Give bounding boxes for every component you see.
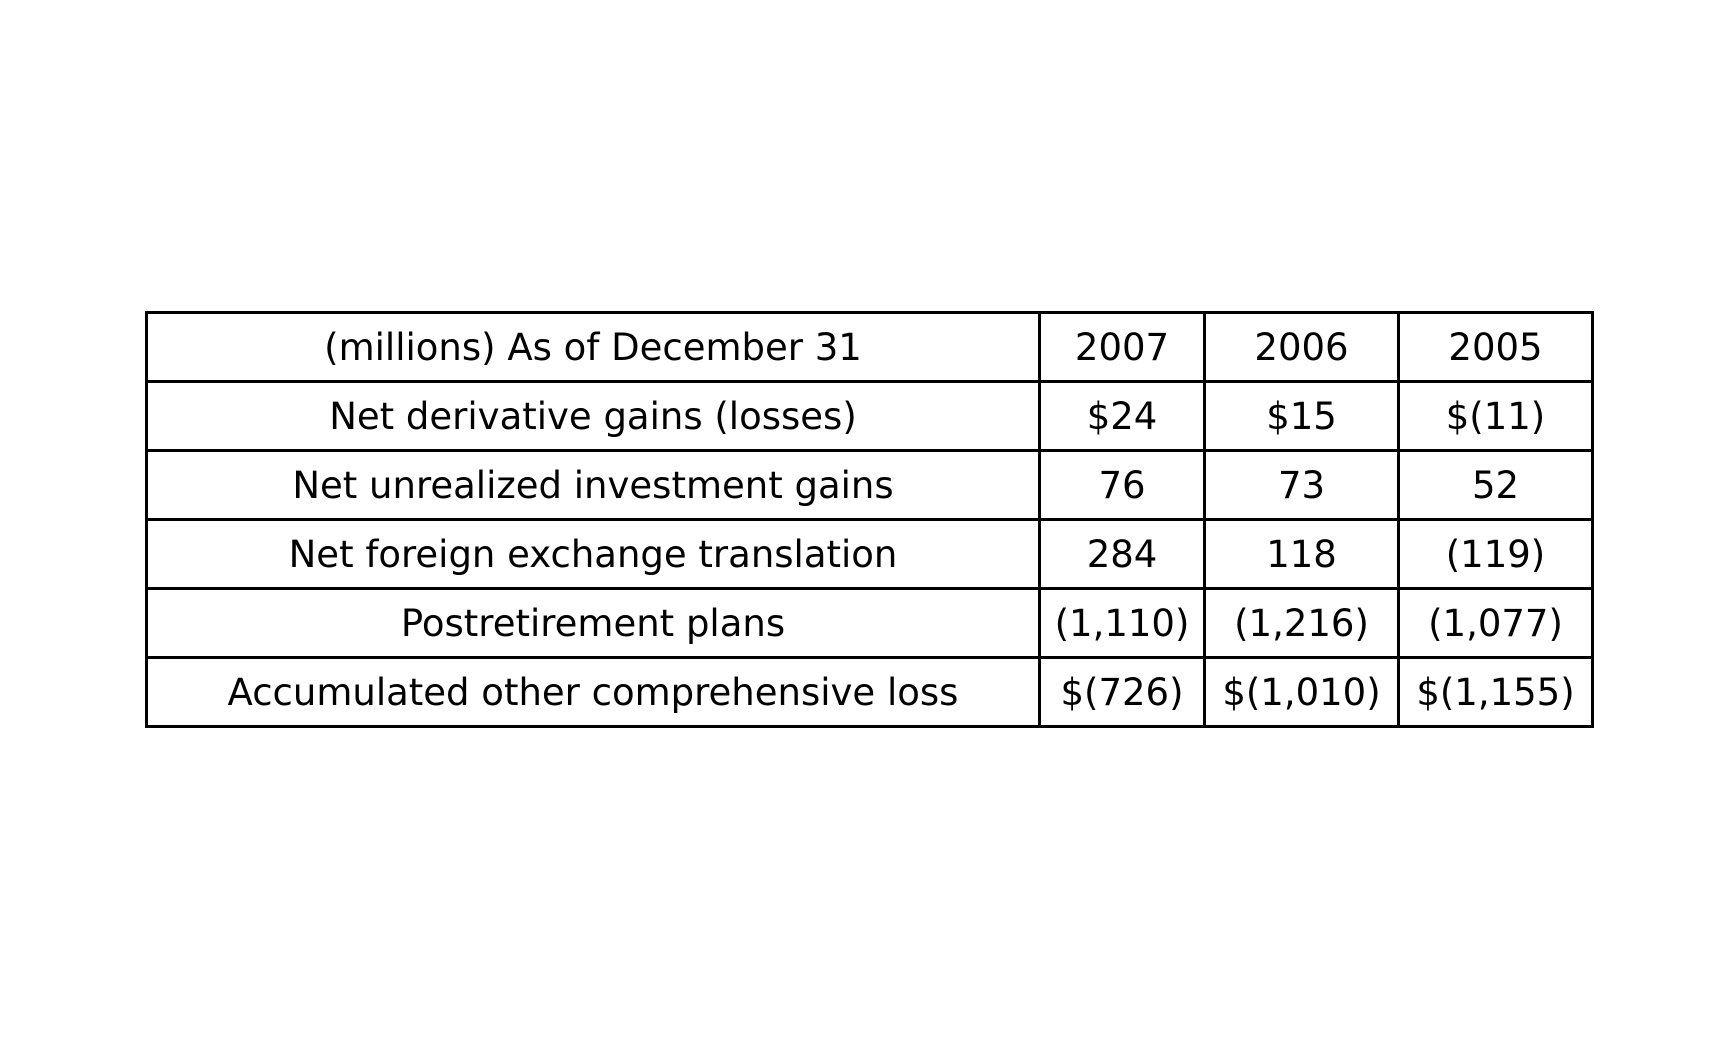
header-label-cell: (millions) As of December 31: [145, 311, 1041, 383]
table-header-row: (millions) As of December 31 2007 2006 2…: [145, 311, 1594, 383]
row-label: Accumulated other comprehensive loss: [145, 656, 1041, 728]
row-label: Net unrealized investment gains: [145, 449, 1041, 521]
cell-2005: $(11): [1397, 380, 1594, 452]
cell-2006: 73: [1203, 449, 1400, 521]
row-label: Net foreign exchange translation: [145, 518, 1041, 590]
header-year-2007: 2007: [1038, 311, 1206, 383]
financial-table: (millions) As of December 31 2007 2006 2…: [145, 311, 1594, 728]
cell-2005: (119): [1397, 518, 1594, 590]
cell-2006: (1,216): [1203, 587, 1400, 659]
cell-2006: $(1,010): [1203, 656, 1400, 728]
table-row: Postretirement plans (1,110) (1,216) (1,…: [145, 587, 1594, 659]
cell-2007: $24: [1038, 380, 1206, 452]
cell-2007: (1,110): [1038, 587, 1206, 659]
row-label: Postretirement plans: [145, 587, 1041, 659]
cell-2007: 76: [1038, 449, 1206, 521]
table-row: Net unrealized investment gains 76 73 52: [145, 449, 1594, 521]
cell-2005: 52: [1397, 449, 1594, 521]
cell-2007: $(726): [1038, 656, 1206, 728]
cell-2006: 118: [1203, 518, 1400, 590]
cell-2005: $(1,155): [1397, 656, 1594, 728]
header-year-2005: 2005: [1397, 311, 1594, 383]
cell-2006: $15: [1203, 380, 1400, 452]
table-row: Accumulated other comprehensive loss $(7…: [145, 656, 1594, 728]
cell-2005: (1,077): [1397, 587, 1594, 659]
header-year-2006: 2006: [1203, 311, 1400, 383]
cell-2007: 284: [1038, 518, 1206, 590]
table-row: Net derivative gains (losses) $24 $15 $(…: [145, 380, 1594, 452]
row-label: Net derivative gains (losses): [145, 380, 1041, 452]
table-row: Net foreign exchange translation 284 118…: [145, 518, 1594, 590]
